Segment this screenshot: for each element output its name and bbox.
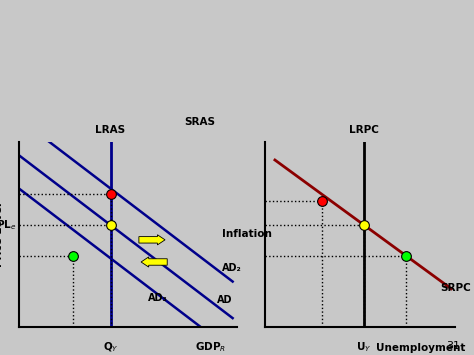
Text: AD₂: AD₂ — [222, 263, 241, 273]
FancyArrow shape — [141, 257, 167, 267]
Text: SRPC: SRPC — [440, 283, 471, 293]
Text: AD₃: AD₃ — [147, 293, 167, 303]
Text: Unemployment: Unemployment — [376, 343, 465, 353]
Text: SRAS: SRAS — [184, 117, 216, 127]
Text: Price Level: Price Level — [0, 202, 4, 267]
Text: GDP$_R$: GDP$_R$ — [195, 340, 227, 354]
FancyArrow shape — [139, 235, 165, 245]
Text: PL$_e$: PL$_e$ — [0, 218, 17, 232]
Text: U$_Y$: U$_Y$ — [356, 340, 372, 354]
Text: LRAS: LRAS — [95, 125, 126, 135]
Text: LRPC: LRPC — [349, 125, 379, 135]
Text: AD: AD — [218, 295, 233, 305]
Text: 31: 31 — [446, 342, 460, 351]
Text: Q$_Y$: Q$_Y$ — [103, 341, 118, 354]
Text: Inflation: Inflation — [221, 229, 272, 239]
